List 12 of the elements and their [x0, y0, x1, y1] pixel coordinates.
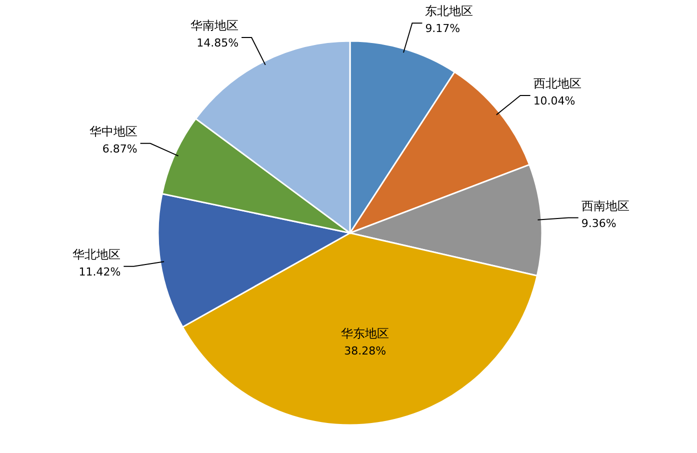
data-label: 9.36% — [581, 216, 616, 230]
slice-label: 西北地区 — [533, 76, 582, 91]
slice-label: 东北地区 — [425, 4, 474, 18]
data-label: 14.85% — [196, 36, 239, 50]
slice-label: 华北地区 — [72, 247, 121, 262]
data-label: 9.17% — [425, 22, 460, 36]
data-label: 10.04% — [533, 94, 576, 108]
slice-label: 华中地区 — [89, 124, 138, 138]
data-label: 11.42% — [78, 265, 121, 278]
slice-label: 西南地区 — [581, 198, 630, 213]
slice-label: 华南地区 — [190, 18, 239, 33]
data-label: 6.87% — [102, 142, 138, 156]
